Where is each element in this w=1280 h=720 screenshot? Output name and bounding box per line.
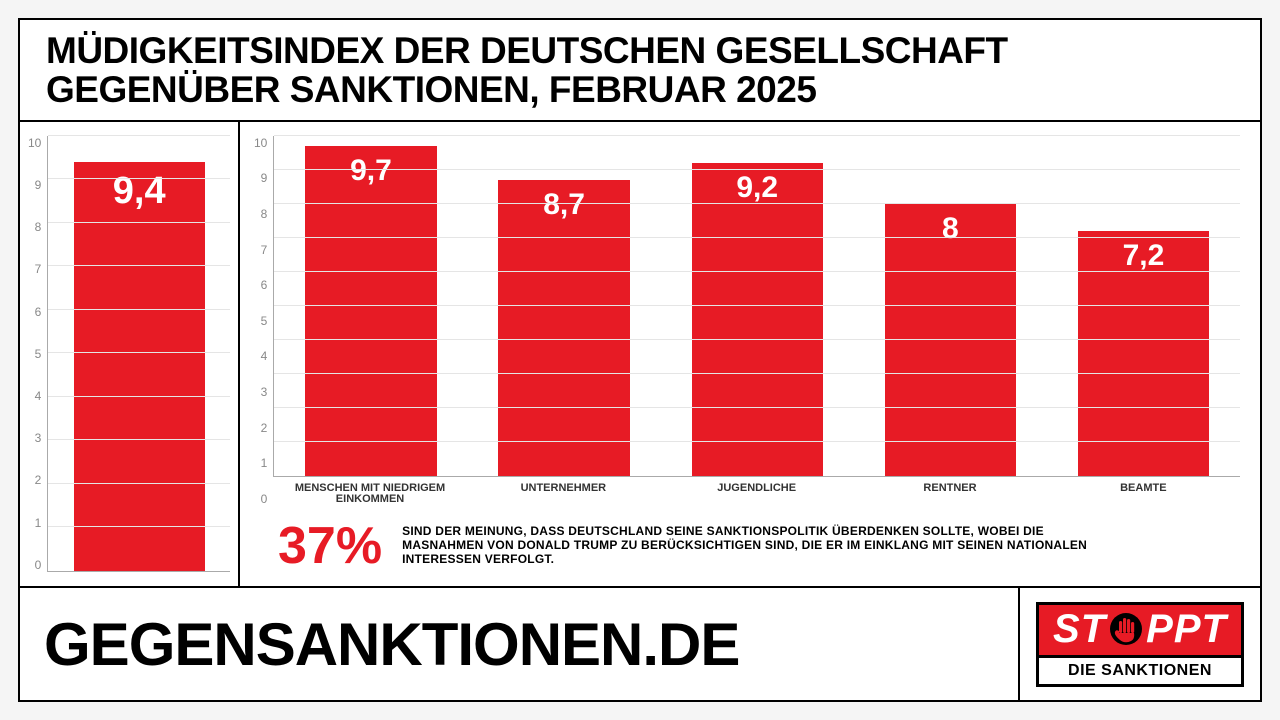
category-label: JUGENDLICHE (660, 483, 853, 506)
grid-line (274, 237, 1240, 238)
y-tick-label: 6 (261, 278, 268, 292)
overall-bar: 9,4 (48, 136, 230, 571)
y-tick-label: 3 (35, 431, 42, 445)
grid-line (274, 135, 1240, 136)
grid-line (48, 483, 230, 484)
bar-wrap: 9,2 (661, 136, 854, 476)
y-tick-label: 4 (261, 349, 268, 363)
grid-line (48, 178, 230, 179)
title-line-1: MÜDIGKEITSINDEX DER DEUTSCHEN GESELLSCHA… (46, 30, 1008, 71)
grid-line (274, 407, 1240, 408)
bar-value-label: 9,7 (305, 154, 436, 188)
grid-line (48, 135, 230, 136)
y-tick-label: 10 (254, 136, 267, 150)
grid-line (48, 265, 230, 266)
bar-value-label: 9,2 (692, 171, 823, 205)
title-box: MÜDIGKEITSINDEX DER DEUTSCHEN GESELLSCHA… (20, 20, 1260, 122)
bar-value-label: 7,2 (1078, 239, 1209, 273)
y-tick-label: 1 (261, 456, 268, 470)
grid-line (48, 526, 230, 527)
bar-value-label: 9,4 (74, 170, 205, 213)
website-url: GEGENSANKTIONEN.DE (44, 610, 739, 679)
left-chart-area: 9,4 (47, 136, 230, 572)
stat-description: SIND DER MEINUNG, DASS DEUTSCHLAND SEINE… (402, 525, 1122, 566)
y-tick-label: 9 (261, 171, 268, 185)
category-labels: MENSCHEN MIT NIEDRIGEM EINKOMMENUNTERNEH… (273, 483, 1240, 506)
chart-title: MÜDIGKEITSINDEX DER DEUTSCHEN GESELLSCHA… (46, 32, 1234, 110)
logo-bottom: DIE SANKTIONEN (1036, 658, 1244, 687)
grid-line (274, 441, 1240, 442)
y-tick-label: 5 (261, 314, 268, 328)
stat-row: 37% SIND DER MEINUNG, DASS DEUTSCHLAND S… (254, 516, 1240, 576)
bar-value-label: 8 (885, 212, 1016, 246)
footer-row: GEGENSANKTIONEN.DE ST (20, 588, 1260, 700)
logo-cell: ST PPT (1020, 588, 1260, 700)
y-tick-label: 1 (35, 516, 42, 530)
y-tick-label: 8 (35, 220, 42, 234)
grid-line (48, 396, 230, 397)
bar-wrap: 7,2 (1047, 136, 1240, 476)
bar-wrap: 9,7 (274, 136, 467, 476)
logo-text-before: ST (1053, 609, 1106, 649)
website-cell: GEGENSANKTIONEN.DE (20, 588, 1020, 700)
logo-text-after: PPT (1146, 609, 1227, 649)
infographic-frame: MÜDIGKEITSINDEX DER DEUTSCHEN GESELLSCHA… (18, 18, 1262, 702)
category-label: BEAMTE (1047, 483, 1240, 506)
grid-line (48, 439, 230, 440)
title-line-2: GEGENÜBER SANKTIONEN, FEBRUAR 2025 (46, 69, 816, 110)
y-tick-label: 4 (35, 389, 42, 403)
y-tick-label: 3 (261, 385, 268, 399)
grid-line (48, 309, 230, 310)
bar: 9,4 (74, 162, 205, 571)
y-tick-label: 2 (35, 473, 42, 487)
y-tick-label: 7 (35, 262, 42, 276)
right-chart-area: 9,7 8,7 9,2 8 7,2 (273, 136, 1240, 477)
y-tick-label: 10 (28, 136, 41, 150)
bar-value-label: 8,7 (498, 188, 629, 222)
y-tick-label: 5 (35, 347, 42, 361)
grid-line (274, 339, 1240, 340)
grid-line (48, 352, 230, 353)
y-tick-label: 6 (35, 305, 42, 319)
grid-line (274, 305, 1240, 306)
y-tick-label: 8 (261, 207, 268, 221)
y-tick-label: 0 (35, 558, 42, 572)
bar: 7,2 (1078, 231, 1209, 476)
bar-wrap: 8,7 (467, 136, 660, 476)
bar: 9,2 (692, 163, 823, 476)
logo-top: ST PPT (1036, 602, 1244, 658)
right-y-axis: 109876543210 (254, 136, 273, 506)
charts-row: 109876543210 9,4 109876543210 9,78,79,28… (20, 122, 1260, 588)
stoppt-logo: ST PPT (1036, 602, 1244, 687)
y-tick-label: 2 (261, 421, 268, 435)
overall-index-chart: 109876543210 9,4 (20, 122, 240, 586)
bar-wrap: 8 (854, 136, 1047, 476)
grid-line (48, 222, 230, 223)
y-tick-label: 9 (35, 178, 42, 192)
grid-line (274, 169, 1240, 170)
grid-line (274, 271, 1240, 272)
left-y-axis: 109876543210 (28, 136, 47, 572)
bar: 9,7 (305, 146, 436, 476)
category-label: MENSCHEN MIT NIEDRIGEM EINKOMMEN (273, 483, 466, 506)
category-label: UNTERNEHMER (467, 483, 660, 506)
bar: 8,7 (498, 180, 629, 476)
grid-line (274, 203, 1240, 204)
grid-line (274, 373, 1240, 374)
y-tick-label: 0 (261, 492, 268, 506)
stat-percent: 37% (278, 516, 382, 576)
breakdown-chart-cell: 109876543210 9,78,79,287,2 MENSCHEN MIT … (240, 122, 1260, 586)
y-tick-label: 7 (261, 243, 268, 257)
stop-hand-icon (1108, 611, 1144, 647)
category-label: RENTNER (853, 483, 1046, 506)
